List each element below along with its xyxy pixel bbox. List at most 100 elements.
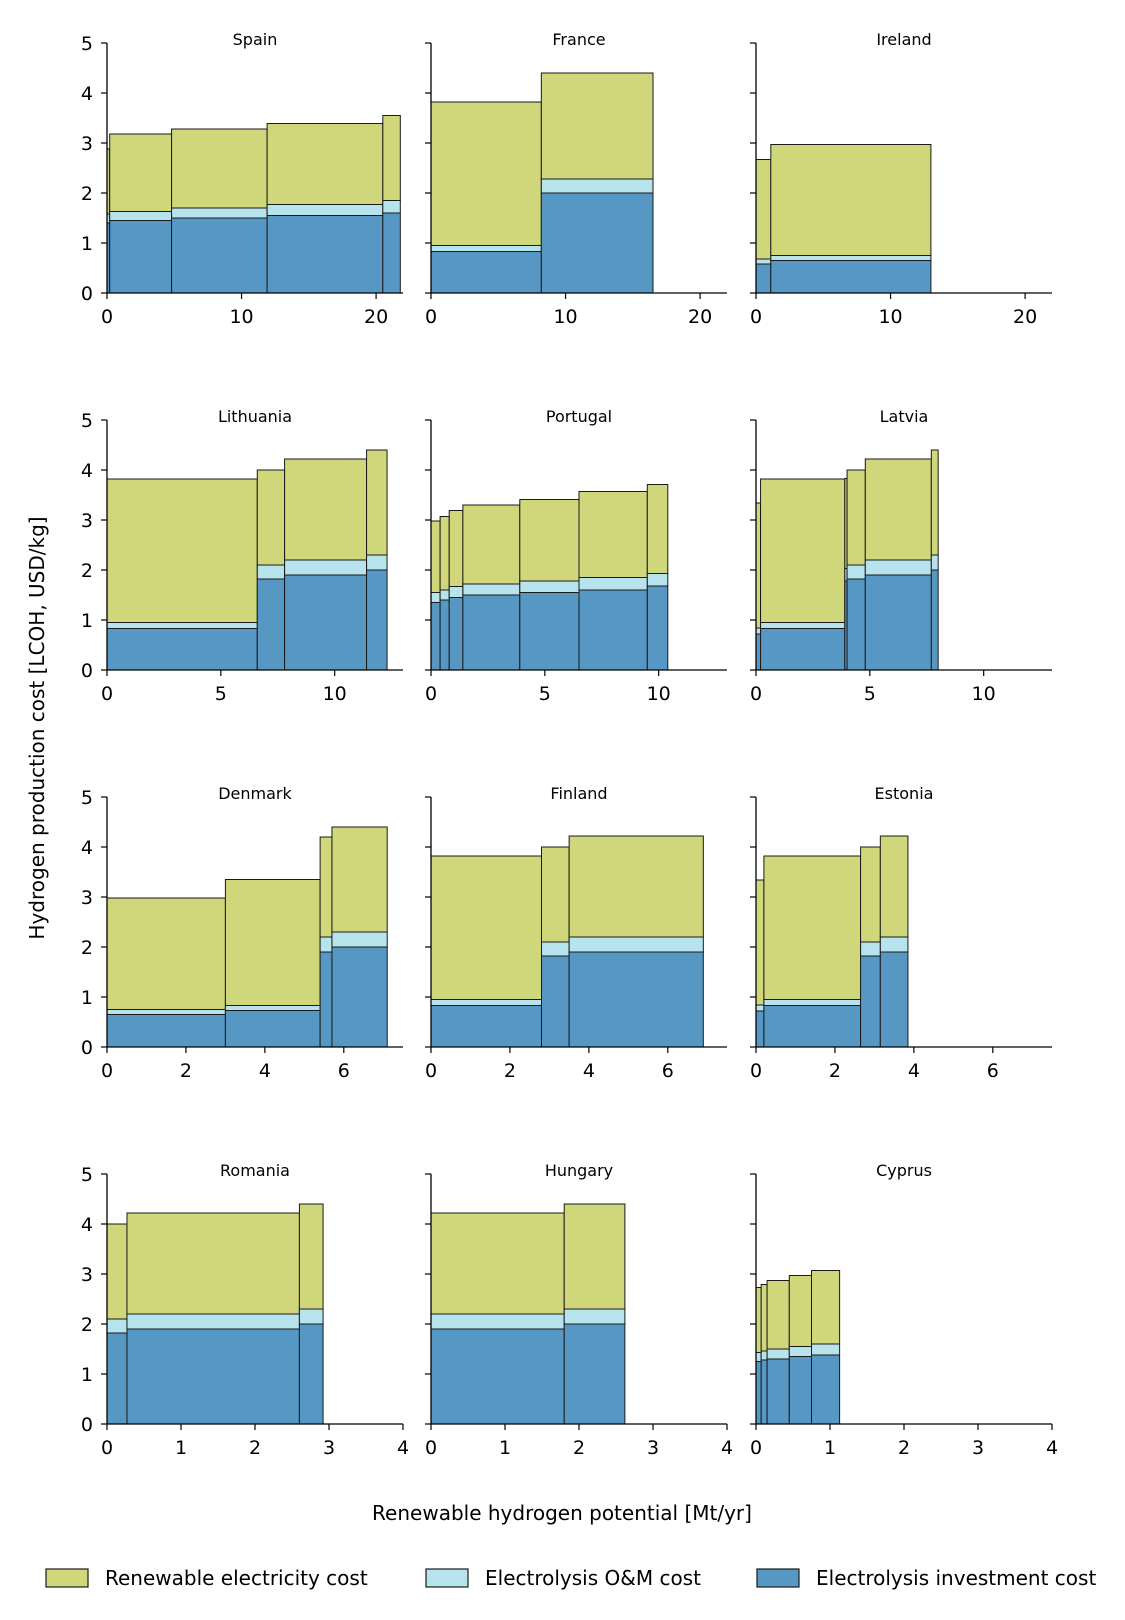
y-tick-label-romania-5: 5 <box>81 1164 93 1186</box>
panel-lithuania: 0 1 2 3 4 5 0 5 10 Lithuania <box>81 407 403 705</box>
y-tick-label-spain-4: 4 <box>81 83 93 105</box>
panel-title-lithuania: Lithuania <box>218 407 292 426</box>
bar-cyprus-2-renewable <box>766 1280 790 1350</box>
x-tick-label-finland-4: 4 <box>583 1060 595 1082</box>
bar-latvia-5-investment <box>930 569 939 671</box>
bar-lithuania-2-om <box>284 559 368 576</box>
bar-spain-3-om <box>266 204 384 216</box>
bar-spain-4-investment <box>382 212 401 294</box>
bar-finland-1-om <box>541 941 570 957</box>
x-tick-label-estonia-6: 6 <box>987 1060 999 1082</box>
panel-spain: 0 1 2 3 4 5 0 10 20 Spain <box>81 30 403 328</box>
bar-cyprus-3-investment <box>788 1356 812 1425</box>
bar-estonia-3-renewable <box>879 835 909 938</box>
bar-romania-1-investment <box>126 1328 300 1425</box>
bar-romania-0-renewable <box>106 1223 128 1320</box>
bar-denmark-0-investment <box>106 1014 226 1048</box>
bar-latvia-3-renewable <box>846 469 866 566</box>
bar-france-1-renewable <box>540 72 654 180</box>
y-tick-label-spain-3: 3 <box>81 133 93 155</box>
bar-latvia-0-renewable <box>755 502 762 629</box>
bar-portugal-1-om <box>439 589 450 601</box>
panel-title-romania: Romania <box>220 1161 290 1180</box>
y-tick-label-romania-2: 2 <box>81 1314 93 1336</box>
bar-portugal-5-om <box>578 577 648 591</box>
panel-title-hungary: Hungary <box>545 1161 613 1180</box>
bar-finland-1-renewable <box>541 846 570 943</box>
x-tick-label-latvia-10: 10 <box>972 683 996 705</box>
bar-ireland-1-investment <box>770 260 932 294</box>
x-tick-label-denmark-2: 2 <box>180 1060 192 1082</box>
bar-romania-1-om <box>126 1313 300 1330</box>
bar-finland-0-investment <box>430 1005 543 1048</box>
bar-portugal-4-renewable <box>519 499 580 582</box>
panel-cyprus: 0 1 2 3 4 Cyprus <box>750 1161 1058 1459</box>
x-tick-label-finland-0: 0 <box>425 1060 437 1082</box>
bar-lithuania-0-om <box>106 622 258 629</box>
x-tick-label-latvia-0: 0 <box>750 683 762 705</box>
y-tick-label-denmark-4: 4 <box>81 837 93 859</box>
y-tick-label-romania-1: 1 <box>81 1364 93 1386</box>
bar-hungary-1-renewable <box>563 1203 626 1310</box>
x-tick-label-lithuania-5: 5 <box>215 683 227 705</box>
bar-spain-2-om <box>171 207 268 219</box>
y-tick-label-lithuania-3: 3 <box>81 510 93 532</box>
x-tick-label-denmark-6: 6 <box>338 1060 350 1082</box>
x-tick-label-denmark-0: 0 <box>101 1060 113 1082</box>
bar-romania-0-om <box>106 1318 128 1334</box>
bar-cyprus-1-om <box>760 1350 768 1361</box>
bar-france-0-investment <box>430 251 542 294</box>
y-tick-label-lithuania-2: 2 <box>81 560 93 582</box>
panel-ireland: 0 10 20 Ireland <box>750 30 1052 328</box>
bar-cyprus-2-om <box>766 1348 790 1360</box>
y-tick-label-spain-2: 2 <box>81 183 93 205</box>
bar-spain-4-renewable <box>382 115 401 201</box>
x-tick-label-hungary-3: 3 <box>647 1437 659 1459</box>
x-tick-label-france-0: 0 <box>425 306 437 328</box>
bar-denmark-0-renewable <box>106 897 226 1010</box>
bar-portugal-0-renewable <box>430 520 441 593</box>
y-tick-label-lithuania-1: 1 <box>81 610 93 632</box>
bar-lithuania-1-om <box>256 564 286 580</box>
y-tick-label-denmark-5: 5 <box>81 787 93 809</box>
bar-finland-2-investment <box>568 951 704 1048</box>
x-tick-label-romania-2: 2 <box>249 1437 261 1459</box>
bar-ireland-1-renewable <box>770 144 932 256</box>
bar-estonia-0-investment <box>755 1010 765 1048</box>
x-tick-label-romania-0: 0 <box>101 1437 113 1459</box>
y-tick-label-lithuania-5: 5 <box>81 410 93 432</box>
x-tick-label-cyprus-3: 3 <box>972 1437 984 1459</box>
x-tick-label-france-10: 10 <box>553 306 577 328</box>
bar-denmark-2-investment <box>319 951 333 1048</box>
bar-portugal-5-investment <box>578 589 648 671</box>
panel-finland: 0 2 4 6 Finland <box>425 784 727 1082</box>
bar-lithuania-2-investment <box>284 574 368 671</box>
legend-label-renewable: Renewable electricity cost <box>105 1566 368 1590</box>
panel-denmark: 0 1 2 3 4 5 0 2 4 6 Denmark <box>81 784 403 1082</box>
bar-denmark-0-om <box>106 1009 226 1015</box>
bar-france-0-om <box>430 245 542 252</box>
bar-finland-0-om <box>430 999 543 1006</box>
x-tick-label-romania-3: 3 <box>323 1437 335 1459</box>
panel-title-denmark: Denmark <box>218 784 292 803</box>
bar-portugal-4-om <box>519 580 580 593</box>
x-tick-label-spain-0: 0 <box>101 306 113 328</box>
bar-lithuania-0-investment <box>106 628 258 671</box>
bar-latvia-1-om <box>760 622 846 629</box>
bar-latvia-4-renewable <box>864 458 932 561</box>
x-tick-label-denmark-4: 4 <box>259 1060 271 1082</box>
bar-denmark-2-renewable <box>319 836 333 938</box>
bar-ireland-0-renewable <box>755 159 772 260</box>
bar-estonia-2-investment <box>860 955 881 1048</box>
bar-finland-2-om <box>568 936 704 953</box>
x-tick-label-lithuania-10: 10 <box>323 683 347 705</box>
legend-swatch-renewable <box>45 1568 89 1588</box>
x-axis-label: Renewable hydrogen potential [Mt/yr] <box>372 1501 752 1525</box>
bar-france-0-renewable <box>430 101 542 246</box>
x-tick-label-hungary-2: 2 <box>573 1437 585 1459</box>
x-tick-label-ireland-0: 0 <box>750 306 762 328</box>
bar-cyprus-3-om <box>788 1346 812 1357</box>
bar-latvia-3-investment <box>846 578 866 671</box>
